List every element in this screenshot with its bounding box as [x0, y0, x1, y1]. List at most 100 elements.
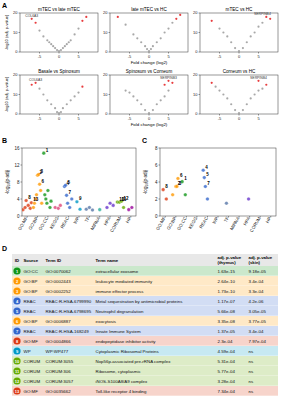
y-tick-label: 20 [103, 10, 108, 15]
id-badge [13, 267, 20, 274]
x-tick [130, 216, 131, 218]
table-cell: GO:BP [24, 319, 38, 324]
chart-title: mTEC vs late mTEC [38, 7, 81, 12]
point [44, 197, 48, 201]
table-cell: WP:WP477 [46, 349, 69, 354]
point [58, 112, 60, 114]
row-bg [12, 346, 278, 356]
table-cell: REAC [24, 299, 36, 304]
point [226, 97, 228, 99]
y-tick [21, 216, 23, 217]
x-tick-label: 5 [257, 116, 260, 121]
id-badge [13, 377, 20, 384]
annotation: 3 [41, 169, 44, 174]
y-tick [109, 32, 111, 33]
point [105, 206, 109, 210]
point [156, 103, 158, 105]
chart-title: Basale vs Spinosum [38, 69, 80, 74]
table-cell: 5 [16, 309, 19, 314]
table-cell: immune effector process [96, 289, 145, 294]
point [48, 206, 52, 210]
table-cell: CORUM:3057 [46, 379, 74, 384]
table-cell: GO:0002443 [46, 279, 72, 284]
point [60, 49, 62, 51]
point [215, 86, 217, 88]
row-bg [12, 356, 278, 366]
point [54, 107, 56, 109]
header-cell: adj. p-value(skin) [249, 255, 273, 265]
table-cell: 9 [16, 349, 19, 354]
table-cell: WP [24, 349, 31, 354]
table-cell: REAC [24, 329, 36, 334]
table-cell: REAC:R-HSA-168249 [46, 329, 90, 334]
header-cell: adj. p-value(thymus) [218, 255, 242, 265]
point [226, 35, 228, 37]
table-cell: 12 [15, 379, 20, 384]
plot-frame [22, 148, 136, 216]
point [160, 99, 162, 101]
row-bg [12, 326, 278, 336]
point [49, 199, 53, 203]
point [148, 50, 150, 52]
table-cell: GO:0006887 [46, 319, 72, 324]
y-tick [19, 52, 21, 53]
y-tick-label: 0 [105, 111, 108, 116]
annotation: 3 [179, 181, 182, 186]
point [222, 93, 224, 95]
x-tick-label: KEGG [188, 216, 199, 230]
point [50, 103, 52, 105]
table-cell: exocytosis [96, 319, 117, 324]
point [35, 193, 39, 197]
point [54, 47, 56, 49]
row-bg [12, 336, 278, 346]
y-tick-label: 8 [17, 180, 20, 185]
table-cell: REAC [24, 309, 36, 314]
x-tick-label: 0 [58, 54, 61, 59]
point [48, 41, 50, 43]
point [59, 204, 63, 208]
table-cell: Ribosome, cytoplasmic [96, 369, 142, 374]
annotation: 7 [207, 181, 210, 186]
figure: ABCD01020-505COL6A3mTEC vs late mTEC-log… [0, 0, 282, 400]
point [74, 33, 76, 35]
header-line: (skin) [249, 260, 261, 265]
table-cell: Toll-like receptor 4 binding [96, 389, 148, 394]
y-tick [21, 148, 23, 149]
point [108, 201, 112, 205]
point [171, 82, 173, 84]
point [43, 193, 47, 197]
y-tick [19, 13, 21, 14]
point [46, 39, 48, 41]
annotation: 1 [46, 148, 49, 153]
header-bg [12, 254, 278, 266]
point [64, 45, 66, 47]
point [250, 97, 252, 99]
x-tick-label: KEGG [49, 216, 60, 230]
table-cell: 3.77e-05 [249, 319, 267, 324]
y-tick [159, 216, 161, 217]
y-tick [159, 182, 161, 183]
y-tick [19, 94, 21, 95]
y-tick [159, 148, 161, 149]
y-tick-label: 10 [13, 30, 18, 35]
point [66, 201, 70, 205]
id-badge [13, 347, 20, 354]
y-tick-label: 4 [155, 180, 158, 185]
point [261, 88, 263, 90]
x-tick [270, 216, 271, 218]
y-tick-label: 10 [103, 92, 108, 97]
point [218, 28, 220, 30]
plot-frame [20, 75, 98, 114]
x-tick-label: HP [265, 216, 272, 224]
table-cell: 10 [15, 359, 20, 364]
y-tick [109, 52, 111, 53]
point [52, 45, 54, 47]
point [122, 206, 126, 210]
plot-frame [200, 13, 278, 52]
point [238, 50, 240, 52]
point [32, 206, 36, 210]
point [144, 45, 146, 47]
point [128, 91, 130, 93]
point [146, 48, 148, 50]
header-cell: Term name [96, 258, 119, 263]
